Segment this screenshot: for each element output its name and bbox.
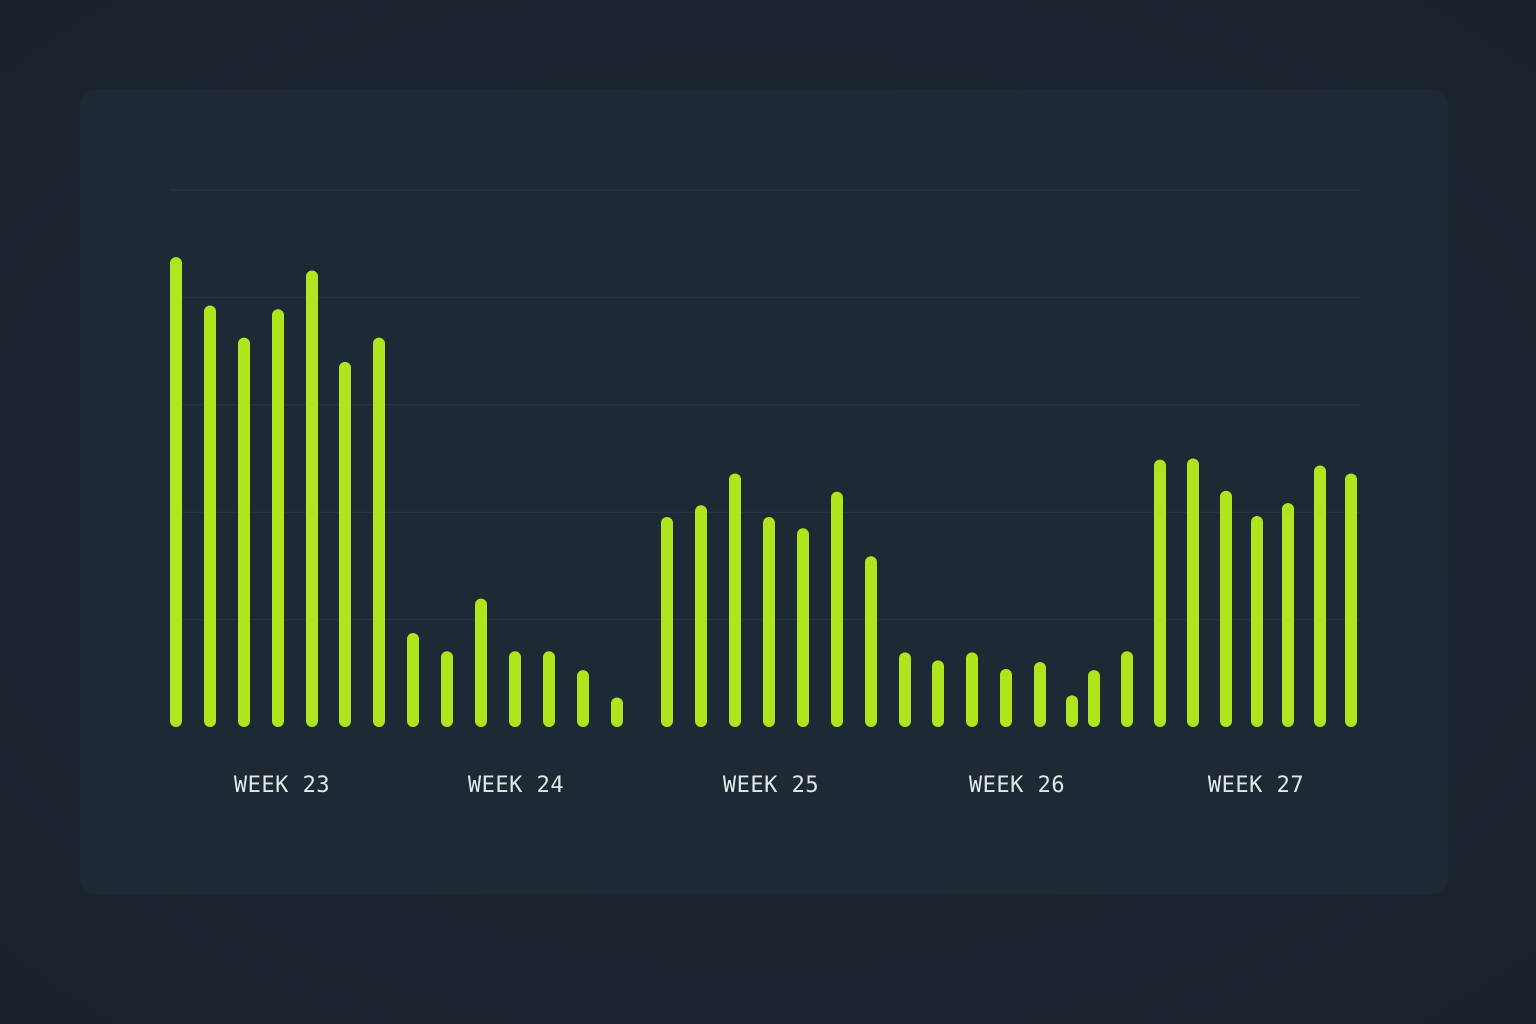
bar-week-26-3 — [966, 652, 978, 727]
bar-week-27-1 — [1154, 459, 1166, 727]
bar-week-24-6 — [577, 670, 589, 727]
bar-week-27-7 — [1345, 473, 1357, 727]
bar-week-26-4 — [1000, 669, 1012, 727]
bar-week-25-4 — [763, 517, 775, 727]
bar-week-26-8 — [1121, 651, 1133, 727]
bar-week-24-7 — [611, 697, 623, 727]
week-labels: WEEK 23 WEEK 24 WEEK 25 WEEK 26 WEEK 27 — [234, 773, 1304, 798]
bar-week-27-5 — [1282, 503, 1294, 727]
bar-week-24-1 — [407, 633, 419, 727]
bar-week-27-6 — [1314, 465, 1326, 727]
bar-week-24-5 — [543, 651, 555, 727]
bar-week-24-3 — [475, 598, 487, 727]
bar-week-23-5 — [306, 270, 318, 727]
bar-week-25-1 — [661, 517, 673, 727]
bars — [170, 257, 1357, 727]
bar-week-23-4 — [272, 309, 284, 727]
bar-week-25-5 — [797, 528, 809, 727]
bar-week-24-4 — [509, 651, 521, 727]
week-label-1: WEEK 23 — [234, 773, 330, 798]
bar-week-23-2 — [204, 305, 216, 727]
bar-week-25-6 — [831, 491, 843, 727]
bar-week-26-2 — [932, 660, 944, 727]
bar-week-25-7 — [865, 556, 877, 727]
bar-week-23-6 — [339, 361, 351, 727]
bar-week-23-7 — [373, 337, 385, 727]
bar-week-26-6 — [1066, 695, 1078, 727]
bar-week-25-2 — [695, 505, 707, 727]
bar-week-27-3 — [1220, 490, 1232, 727]
bar-week-25-3 — [729, 473, 741, 727]
bar-week-23-3 — [238, 337, 250, 727]
week-label-5: WEEK 27 — [1208, 773, 1304, 798]
bar-week-27-2 — [1187, 458, 1199, 727]
bar-week-27-4 — [1251, 515, 1263, 727]
bar-week-24-2 — [441, 651, 453, 727]
bar-week-26-1 — [899, 652, 911, 727]
bar-week-26-7 — [1088, 670, 1100, 727]
week-label-3: WEEK 25 — [723, 773, 819, 798]
week-label-4: WEEK 26 — [969, 773, 1065, 798]
week-label-2: WEEK 24 — [468, 773, 564, 798]
bar-week-26-5 — [1034, 662, 1046, 727]
bar-week-23-1 — [170, 257, 182, 727]
